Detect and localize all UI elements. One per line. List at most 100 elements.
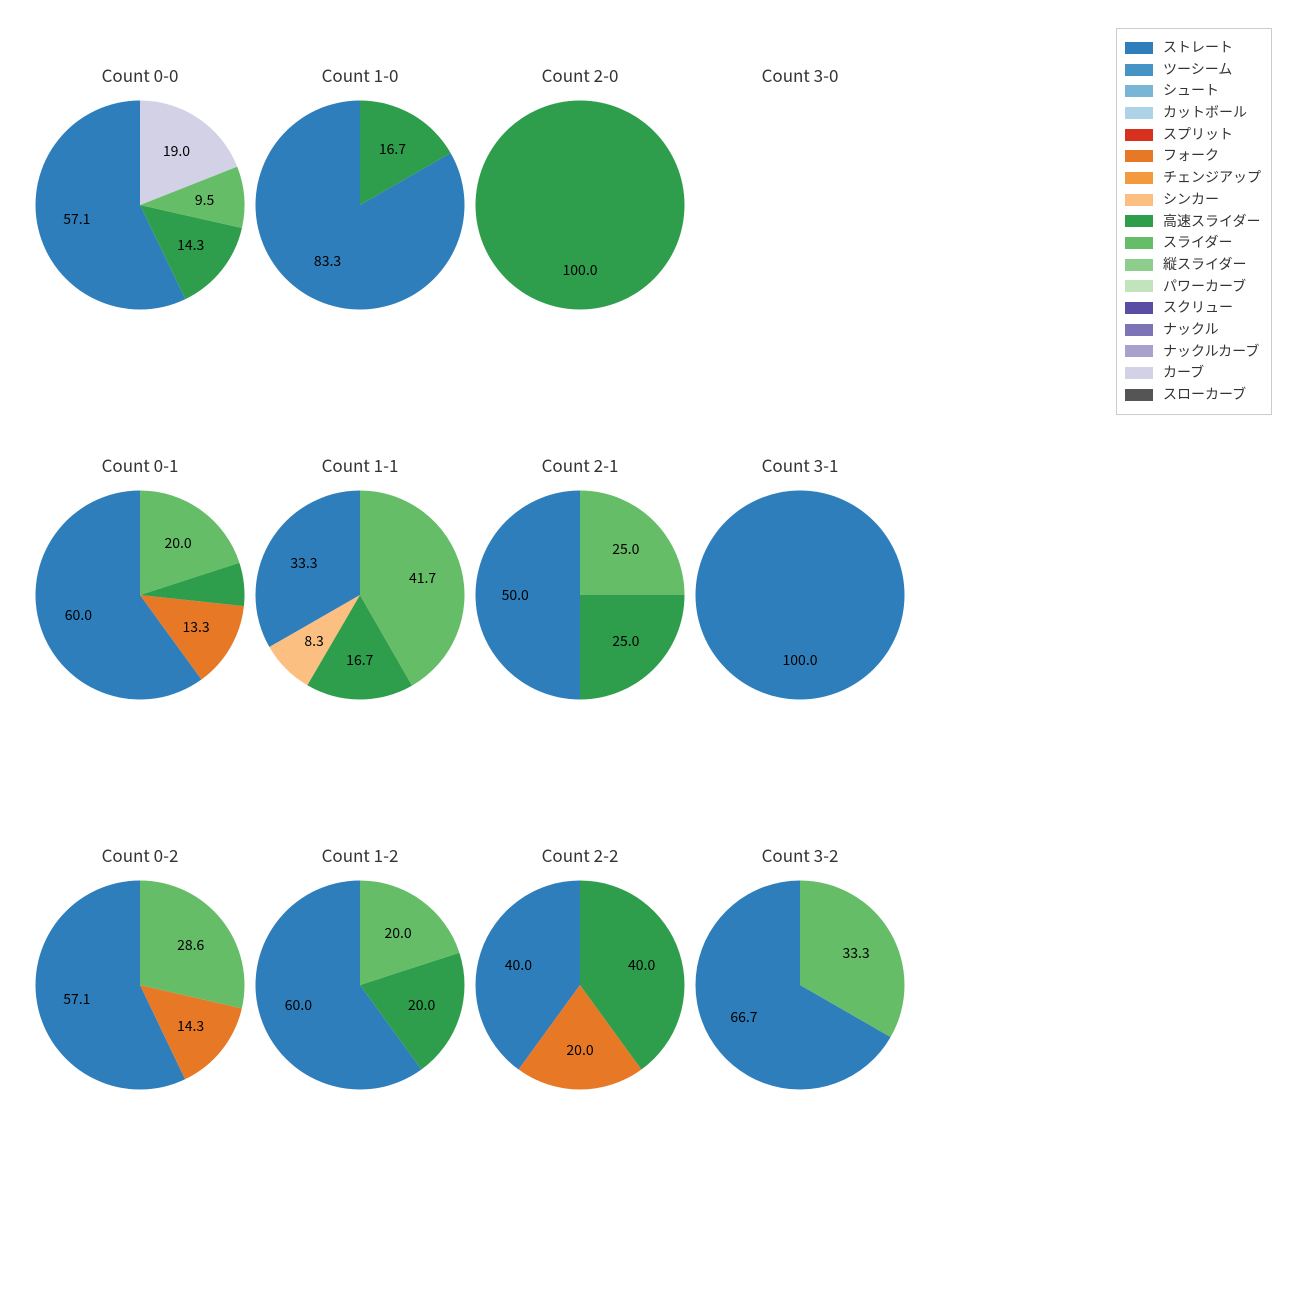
legend-swatch bbox=[1125, 302, 1153, 314]
panel-title: Count 2-1 bbox=[470, 452, 690, 477]
pie-panel: Count 1-083.316.7 bbox=[250, 62, 470, 315]
legend-swatch bbox=[1125, 172, 1153, 184]
legend-label: スプリット bbox=[1163, 124, 1233, 146]
slice-label: 19.0 bbox=[163, 141, 190, 161]
legend-label: スクリュー bbox=[1163, 297, 1233, 319]
slice-label: 33.3 bbox=[290, 553, 317, 573]
panel-title: Count 1-1 bbox=[250, 452, 470, 477]
legend-label: スローカーブ bbox=[1163, 384, 1246, 406]
pie-panel: Count 1-1 33.3 8.3 16.7 41.7 bbox=[250, 452, 470, 705]
legend-row: スライダー bbox=[1125, 232, 1261, 254]
legend-row: ナックル bbox=[1125, 319, 1261, 341]
pie-holder: 57.1 14.3 28.6 bbox=[30, 875, 250, 1095]
legend-label: ナックル bbox=[1163, 319, 1219, 341]
legend-row: スローカーブ bbox=[1125, 384, 1261, 406]
pie-svg bbox=[470, 875, 690, 1095]
legend-swatch bbox=[1125, 324, 1153, 336]
pie-panel: Count 3-1 100.0 bbox=[690, 452, 910, 705]
panel-title: Count 0-0 bbox=[30, 62, 250, 87]
pie-svg bbox=[690, 875, 910, 1095]
legend-swatch bbox=[1125, 64, 1153, 76]
legend-row: ストレート bbox=[1125, 37, 1261, 59]
panel-title: Count 3-2 bbox=[690, 842, 910, 867]
legend-label: ナックルカーブ bbox=[1163, 341, 1259, 363]
pie-panel: Count 2-2 40.0 20.0 40.0 bbox=[470, 842, 690, 1095]
pie-holder: 33.3 8.3 16.7 41.7 bbox=[250, 485, 470, 705]
pie-panel: Count 2-1 50.025.025.0 bbox=[470, 452, 690, 705]
slice-label: 28.6 bbox=[177, 935, 204, 955]
slice-label: 16.7 bbox=[346, 650, 373, 670]
pie-svg bbox=[250, 95, 470, 315]
legend: ストレートツーシームシュートカットボールスプリットフォークチェンジアップシンカー… bbox=[1116, 28, 1272, 415]
legend-row: ツーシーム bbox=[1125, 59, 1261, 81]
slice-label: 100.0 bbox=[563, 260, 598, 280]
slice-label: 16.7 bbox=[379, 139, 406, 159]
slice-label: 20.0 bbox=[384, 923, 411, 943]
pie-svg bbox=[250, 875, 470, 1095]
legend-swatch bbox=[1125, 345, 1153, 357]
legend-label: シュート bbox=[1163, 80, 1219, 102]
slice-label: 50.0 bbox=[502, 585, 529, 605]
panel-title: Count 0-2 bbox=[30, 842, 250, 867]
panel-title: Count 2-0 bbox=[470, 62, 690, 87]
pie-panel: Count 0-2 57.1 14.3 28.6 bbox=[30, 842, 250, 1095]
legend-row: フォーク bbox=[1125, 145, 1261, 167]
pie-holder: 83.3 16.7 bbox=[250, 95, 470, 315]
legend-row: カットボール bbox=[1125, 102, 1261, 124]
slice-label: 20.0 bbox=[566, 1040, 593, 1060]
slice-label: 41.7 bbox=[409, 568, 436, 588]
pie-panel: Count 0-160.013.320.0 bbox=[30, 452, 250, 705]
pie-holder: 100.0 bbox=[470, 95, 690, 315]
slice-label: 14.3 bbox=[177, 1016, 204, 1036]
panel-title: Count 2-2 bbox=[470, 842, 690, 867]
panel-title: Count 3-1 bbox=[690, 452, 910, 477]
pie-holder bbox=[690, 95, 910, 315]
legend-label: 高速スライダー bbox=[1163, 211, 1260, 233]
legend-swatch bbox=[1125, 367, 1153, 379]
pie-panel: Count 2-0 100.0 bbox=[470, 62, 690, 315]
legend-row: シンカー bbox=[1125, 189, 1261, 211]
pie-holder: 60.0 13.3 20.0 bbox=[30, 485, 250, 705]
legend-label: ストレート bbox=[1163, 37, 1233, 59]
legend-row: カーブ bbox=[1125, 362, 1261, 384]
pie-svg bbox=[690, 95, 910, 315]
legend-row: シュート bbox=[1125, 80, 1261, 102]
slice-label: 40.0 bbox=[505, 955, 532, 975]
legend-label: フォーク bbox=[1163, 145, 1219, 167]
pie-holder: 60.020.020.0 bbox=[250, 875, 470, 1095]
slice-label: 57.1 bbox=[63, 989, 90, 1009]
pie-holder: 50.025.025.0 bbox=[470, 485, 690, 705]
legend-label: シンカー bbox=[1163, 189, 1219, 211]
slice-label: 100.0 bbox=[783, 650, 818, 670]
legend-swatch bbox=[1125, 194, 1153, 206]
legend-row: スクリュー bbox=[1125, 297, 1261, 319]
legend-row: ナックルカーブ bbox=[1125, 341, 1261, 363]
legend-label: パワーカーブ bbox=[1163, 276, 1246, 298]
legend-label: カットボール bbox=[1163, 102, 1247, 124]
legend-row: パワーカーブ bbox=[1125, 276, 1261, 298]
pie-holder: 66.733.3 bbox=[690, 875, 910, 1095]
legend-row: 縦スライダー bbox=[1125, 254, 1261, 276]
slice-label: 13.3 bbox=[182, 617, 209, 637]
legend-row: スプリット bbox=[1125, 124, 1261, 146]
legend-row: チェンジアップ bbox=[1125, 167, 1261, 189]
pie-panel: Count 0-0 57.114.39.519.0 bbox=[30, 62, 250, 315]
legend-swatch bbox=[1125, 280, 1153, 292]
slice-label: 20.0 bbox=[164, 533, 191, 553]
slice-label: 83.3 bbox=[314, 251, 341, 271]
legend-swatch bbox=[1125, 259, 1153, 271]
slice-label: 40.0 bbox=[628, 955, 655, 975]
pie-holder: 57.114.39.519.0 bbox=[30, 95, 250, 315]
panel-title: Count 1-2 bbox=[250, 842, 470, 867]
legend-swatch bbox=[1125, 389, 1153, 401]
legend-swatch bbox=[1125, 150, 1153, 162]
slice-label: 57.1 bbox=[63, 209, 90, 229]
pie-svg bbox=[30, 875, 250, 1095]
pie-panel: Count 1-2 60.020.020.0 bbox=[250, 842, 470, 1095]
legend-swatch bbox=[1125, 42, 1153, 54]
pie-svg bbox=[470, 95, 690, 315]
legend-label: カーブ bbox=[1163, 362, 1204, 384]
slice-label: 8.3 bbox=[304, 631, 323, 651]
slice-label: 60.0 bbox=[65, 605, 92, 625]
pie-svg bbox=[250, 485, 470, 705]
